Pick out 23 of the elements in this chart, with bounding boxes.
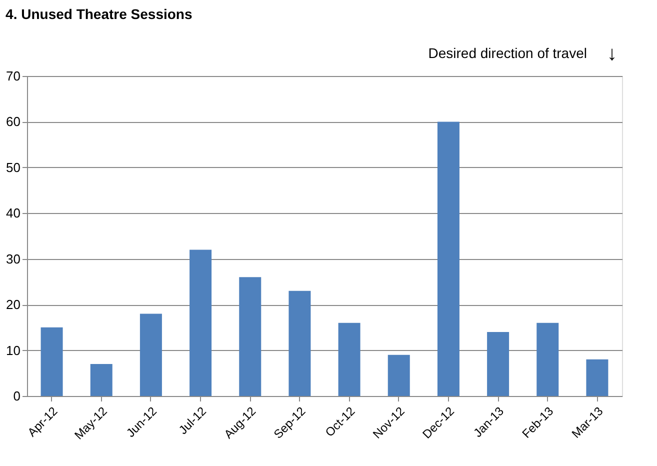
text: ↓	[607, 43, 617, 65]
bar	[239, 277, 262, 396]
bar	[140, 314, 162, 396]
y-tick-label: 0	[13, 388, 20, 404]
y-tick-label: 10	[6, 342, 20, 358]
bar	[190, 250, 212, 396]
chart-title: 4. Unused Theatre Sessions	[6, 6, 192, 22]
y-tick-label: 60	[6, 114, 20, 130]
bar	[487, 332, 510, 396]
bar	[586, 359, 608, 396]
bar	[536, 322, 559, 396]
y-tick-label: 70	[6, 68, 20, 84]
bar	[388, 354, 410, 396]
bar	[288, 290, 311, 396]
y-tick-label: 20	[6, 297, 20, 312]
text: Desired direction of travel	[428, 45, 587, 61]
bar	[437, 122, 460, 396]
y-tick-label: 50	[6, 160, 20, 175]
y-tick-label: 30	[6, 251, 20, 266]
bar	[338, 322, 360, 396]
bar	[90, 364, 112, 396]
bar	[40, 327, 63, 396]
y-tick-label: 40	[6, 206, 20, 221]
